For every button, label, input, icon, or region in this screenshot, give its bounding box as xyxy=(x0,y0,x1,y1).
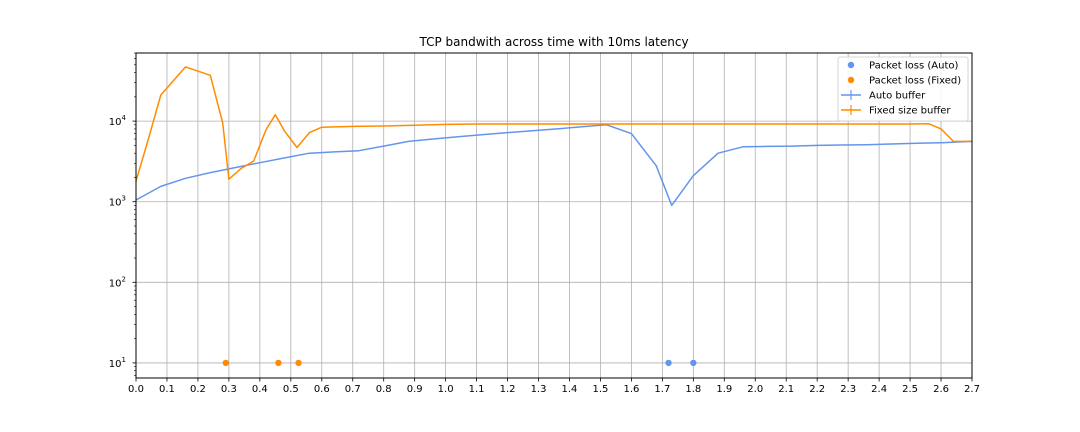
x-tick-label: 1.3 xyxy=(531,384,547,395)
data-point-packet-loss-fixed xyxy=(222,359,229,367)
y-tick-label: 102 xyxy=(109,275,126,289)
x-tick-label: 0.8 xyxy=(376,384,392,395)
x-tick-label: 0.7 xyxy=(345,384,361,395)
legend-label: Fixed size buffer xyxy=(869,106,951,117)
x-tick-label: 0.2 xyxy=(190,384,206,395)
x-tick-label: 2.5 xyxy=(902,384,918,395)
x-tick-label: 1.0 xyxy=(438,384,454,395)
legend-marker xyxy=(847,61,855,69)
x-tick-label: 1.2 xyxy=(500,384,516,395)
legend-marker xyxy=(847,76,855,84)
x-tick-label: 2.4 xyxy=(871,384,887,395)
x-tick-label: 2.0 xyxy=(747,384,763,395)
x-tick-label: 2.3 xyxy=(840,384,856,395)
data-point-packet-loss-fixed xyxy=(295,359,302,367)
series-line-auto-buffer xyxy=(135,124,973,207)
y-tick-label: 101 xyxy=(109,356,126,370)
x-tick-label: 2.1 xyxy=(778,384,794,395)
x-tick-label: 0.4 xyxy=(252,384,268,395)
x-tick-label: 1.4 xyxy=(562,384,578,395)
x-tick-label: 2.2 xyxy=(809,384,825,395)
data-point-packet-loss-fixed xyxy=(275,359,282,367)
x-tick-label: 1.9 xyxy=(716,384,732,395)
x-tick-label: 1.8 xyxy=(685,384,701,395)
series-line-fixed-size-buffer xyxy=(135,66,972,182)
x-tick-label: 0.1 xyxy=(159,384,175,395)
x-tick-label: 2.7 xyxy=(964,384,980,395)
chart-title: TCP bandwith across time with 10ms laten… xyxy=(418,35,688,49)
legend-label: Packet loss (Auto) xyxy=(869,61,959,72)
legend-label: Auto buffer xyxy=(869,91,926,102)
plot-frame xyxy=(135,52,973,379)
y-tick-label: 103 xyxy=(109,195,126,209)
x-tick-label: 1.1 xyxy=(469,384,485,395)
y-tick-label: 104 xyxy=(109,114,127,128)
x-tick-label: 0.0 xyxy=(128,384,144,395)
x-tick-label: 1.7 xyxy=(654,384,670,395)
x-tick-label: 1.6 xyxy=(623,384,639,395)
legend-label: Packet loss (Fixed) xyxy=(869,76,961,87)
x-tick-label: 0.5 xyxy=(283,384,299,395)
data-point-packet-loss-auto xyxy=(665,359,672,367)
x-tick-label: 0.3 xyxy=(221,384,237,395)
legend: Packet loss (Auto) Packet loss (Fixed) Aut… xyxy=(837,56,969,122)
x-tick-label: 0.9 xyxy=(407,384,423,395)
x-tick-label: 1.5 xyxy=(592,384,608,395)
data-point-packet-loss-auto xyxy=(690,359,697,367)
plot-area xyxy=(135,66,973,367)
legend-box xyxy=(837,56,969,122)
x-tick-label: 2.6 xyxy=(933,384,949,395)
x-tick-label: 0.6 xyxy=(314,384,330,395)
